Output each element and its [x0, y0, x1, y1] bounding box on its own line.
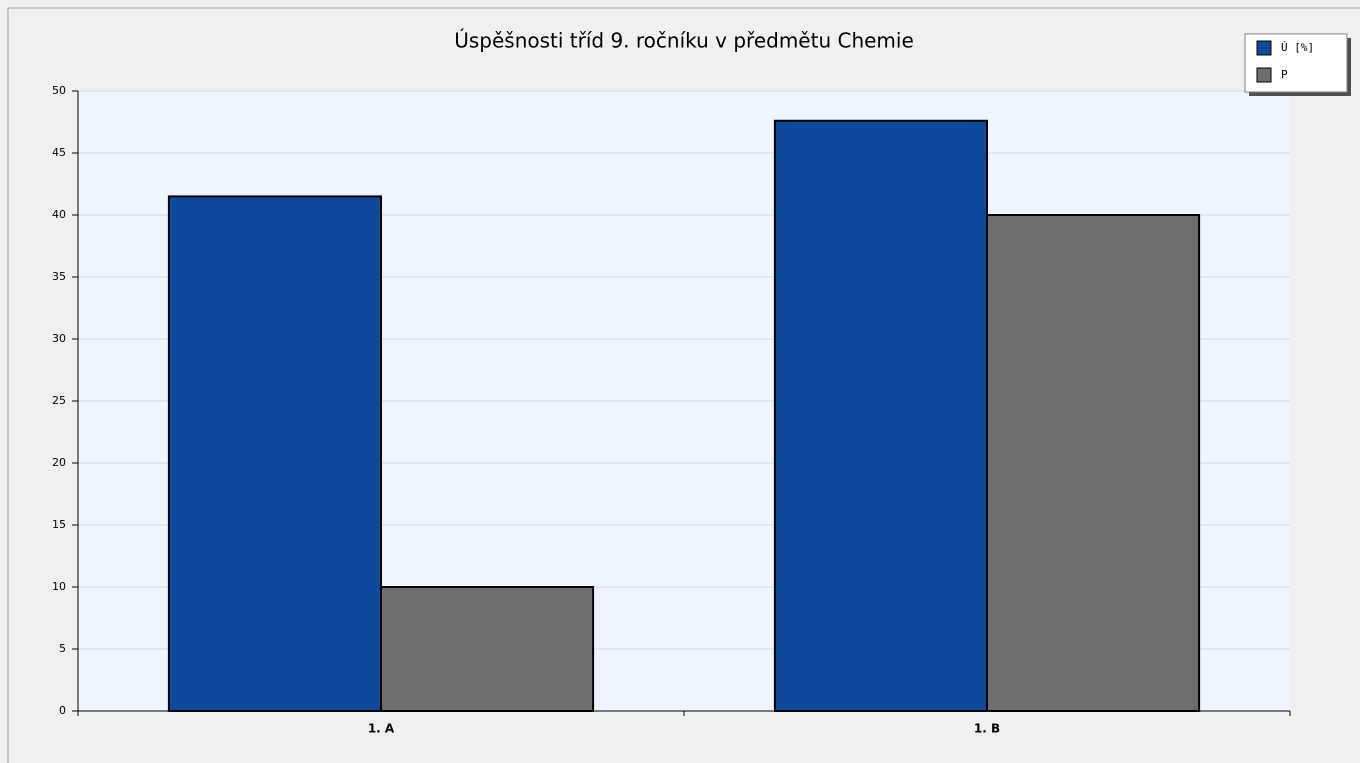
y-tick-label: 15	[52, 518, 66, 531]
bar	[773, 119, 989, 712]
bar	[986, 214, 1201, 712]
x-tick-label: 1. A	[368, 722, 395, 736]
y-tick-label: 5	[59, 642, 66, 655]
y-tick-label: 30	[52, 332, 66, 345]
y-tick-label: 20	[52, 456, 66, 469]
legend-swatch	[1256, 67, 1272, 83]
y-tick-label: 45	[52, 146, 66, 159]
legend-label: Ú [%]	[1281, 41, 1314, 54]
legend-swatch	[1256, 40, 1272, 56]
legend-label: P	[1281, 68, 1288, 81]
bar	[167, 195, 382, 712]
y-tick-label: 0	[59, 704, 66, 717]
x-tick-label: 1. B	[974, 722, 1000, 736]
y-tick-label: 10	[52, 580, 66, 593]
bar	[380, 586, 595, 712]
y-tick-label: 25	[52, 394, 66, 407]
chart-title: Úspěšnosti tříd 9. ročníku v předmětu Ch…	[454, 29, 914, 53]
y-tick-label: 35	[52, 270, 66, 283]
y-tick-label: 40	[52, 208, 66, 221]
y-tick-label: 50	[52, 84, 66, 97]
